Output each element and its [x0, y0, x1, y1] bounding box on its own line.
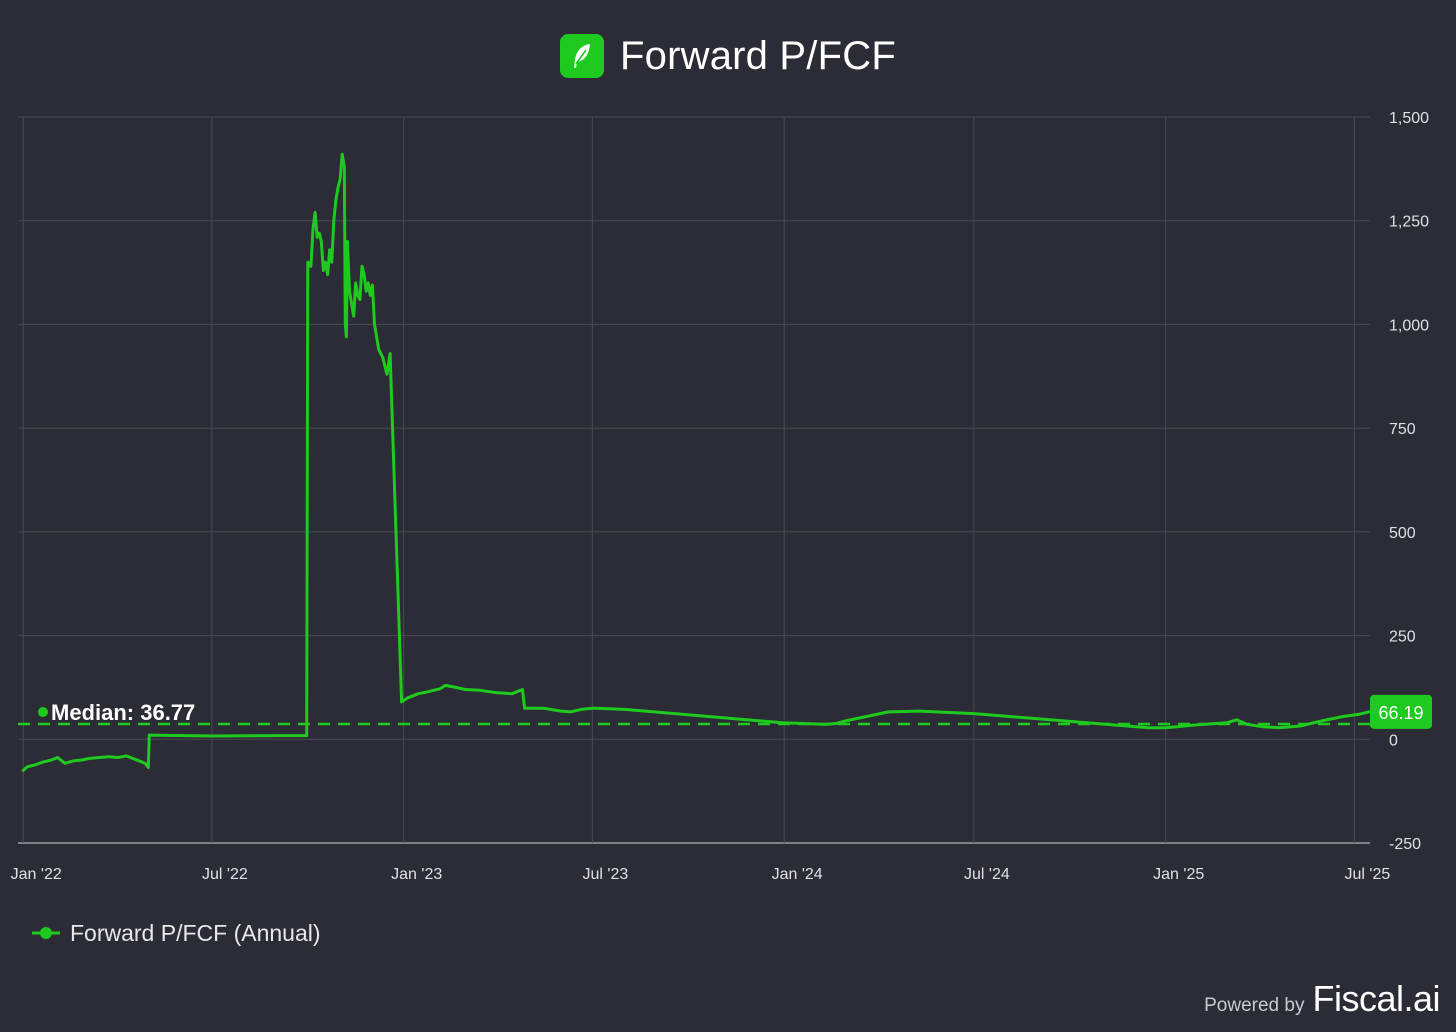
x-tick-label: Jul '25: [1344, 866, 1390, 883]
x-tick-label: Jul '24: [964, 866, 1010, 883]
series-group: [21, 152, 1371, 772]
powered-by-text: Powered by: [1204, 995, 1305, 1016]
chart-header: Forward P/FCF: [0, 28, 1456, 84]
x-tick-label: Jul '22: [202, 866, 248, 883]
feather-icon: [560, 34, 605, 78]
x-tick-label: Jan '25: [1153, 866, 1204, 883]
last-value-badge: [1370, 694, 1432, 729]
feather-icon-graphic: [560, 34, 605, 78]
y-tick-label: 750: [1389, 421, 1416, 438]
y-tick-label: 1,500: [1389, 110, 1429, 127]
y-tick-label: 250: [1389, 629, 1416, 646]
brand-logo: Fiscal.ai: [1312, 978, 1440, 1019]
last-value-label: 66.19: [1378, 703, 1423, 723]
axis-labels: 1,500 1,250 1,000 750 500 250 0 -250 Jan '22 Jul …: [11, 110, 1429, 883]
x-tick-label: Jan '22: [11, 866, 62, 883]
median-dot: [38, 707, 48, 718]
y-tick-label: 1,250: [1389, 214, 1429, 231]
legend-label: Forward P/FCF (Annual): [70, 919, 321, 946]
x-tick-label: Jan '24: [772, 866, 823, 883]
x-tick-label: Jul '23: [582, 866, 628, 883]
last-value-group: 66.19: [1370, 694, 1432, 729]
series-line: [21, 152, 1371, 772]
footer-branding: Powered by Fiscal.ai: [1204, 978, 1440, 1024]
legend-marker-icon: [32, 927, 60, 939]
x-tick-label: Jan '23: [391, 866, 442, 883]
median-line-group: Median: 36.77: [18, 700, 1370, 726]
y-tick-label: 0: [1389, 732, 1398, 749]
median-label: Median: 36.77: [51, 700, 195, 725]
y-tick-label: -250: [1389, 836, 1421, 853]
y-tick-label: 1,000: [1389, 317, 1429, 334]
y-tick-label: 500: [1389, 525, 1416, 542]
legend[interactable]: Forward P/FCF (Annual): [32, 916, 321, 950]
chart-title: Forward P/FCF: [620, 33, 896, 78]
grid: [18, 116, 1370, 844]
